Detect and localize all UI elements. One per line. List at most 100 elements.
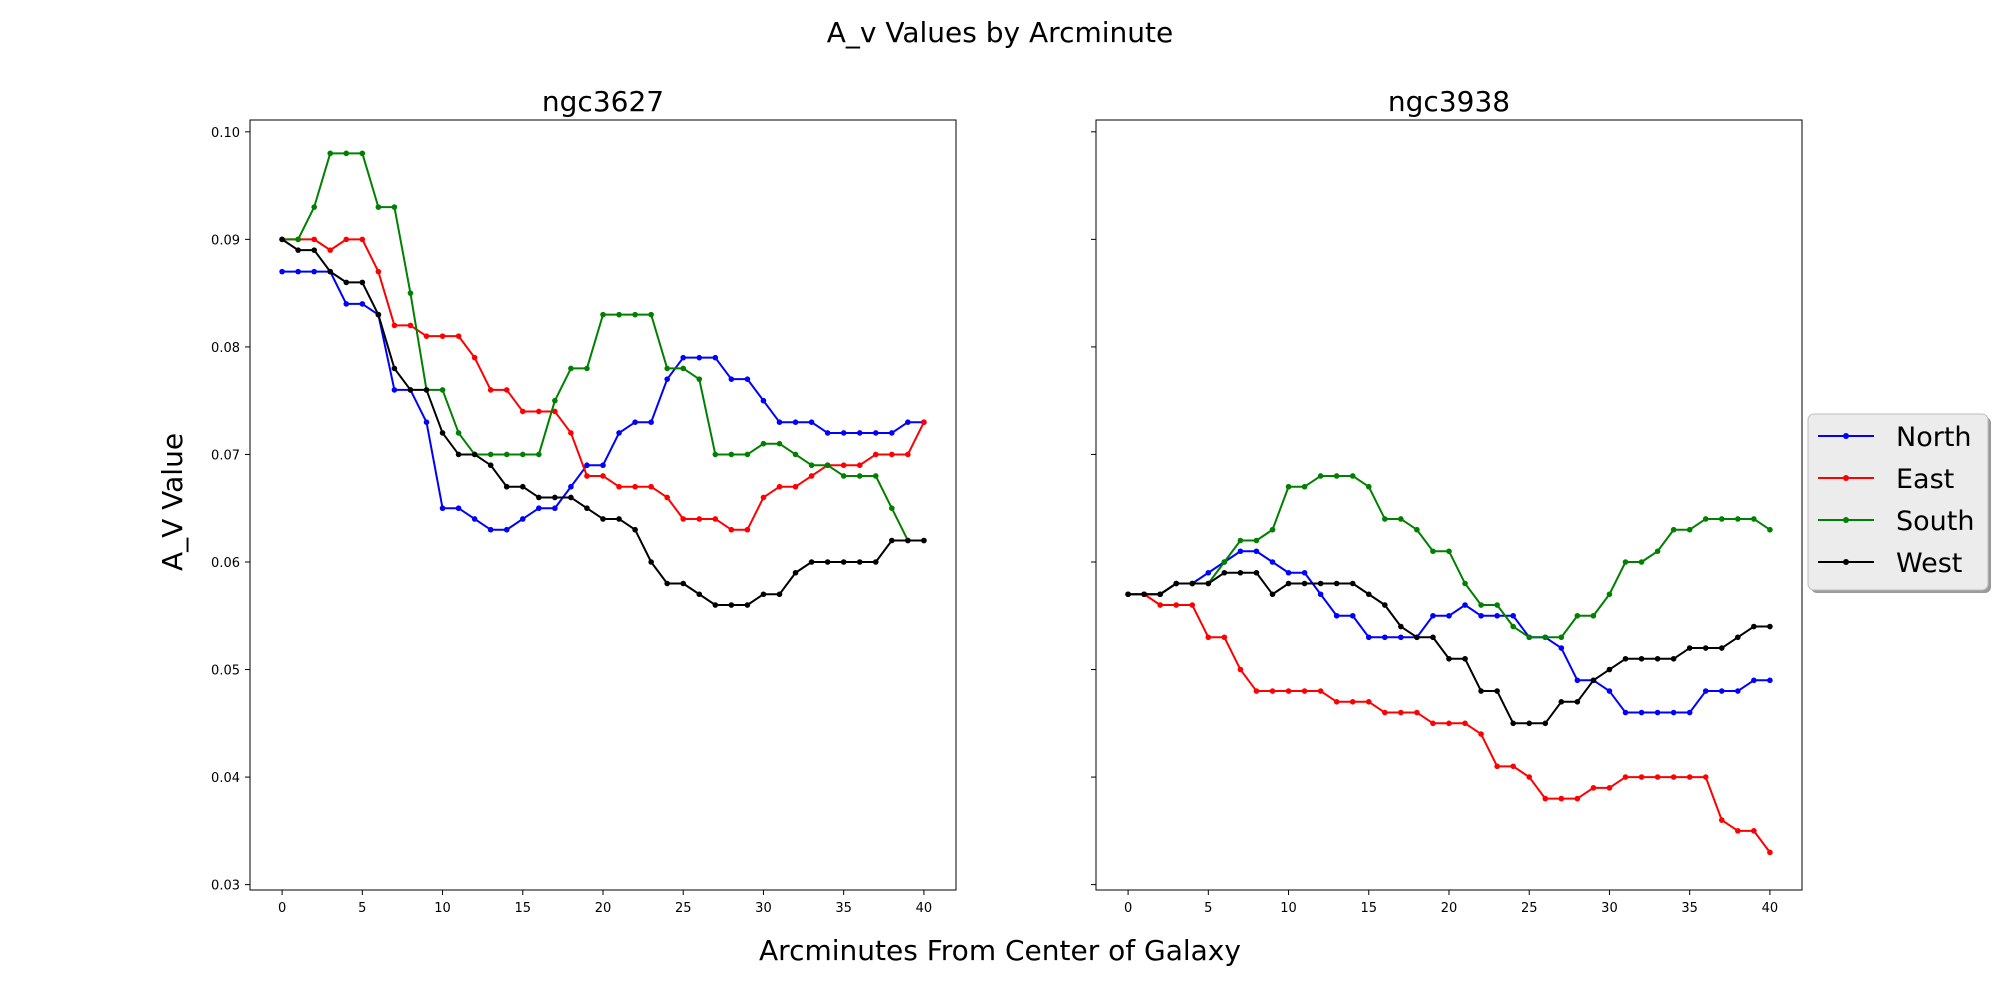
data-point-south (584, 365, 590, 372)
subplot-ngc3627: ngc3627 0 5 10 15 20 25 30 35 40 0.03 0.04 0.05 0.06 0… (211, 85, 957, 916)
data-point-east (1221, 634, 1228, 641)
data-point-west (921, 537, 927, 544)
data-point-west (519, 483, 526, 490)
data-point-west (856, 559, 863, 565)
data-point-west (1382, 602, 1388, 608)
series-line-west (281, 238, 924, 607)
data-point-north (1751, 677, 1757, 684)
data-point-west (824, 559, 831, 565)
data-point-west (487, 462, 494, 469)
data-point-west (1478, 688, 1484, 694)
data-point-south (1638, 559, 1645, 565)
legend: North East South West (1807, 413, 1991, 593)
data-point-north (1349, 612, 1356, 619)
data-point-east (343, 236, 350, 243)
data-point-west (1269, 591, 1276, 598)
data-point-west (1285, 580, 1292, 587)
y-tick-label: 0.06 (211, 556, 240, 571)
data-point-east (1590, 785, 1597, 791)
data-point-east (439, 333, 446, 339)
data-point-south (1718, 516, 1725, 522)
x-tick-label: 10 (434, 901, 451, 916)
data-point-north (696, 354, 703, 361)
data-point-west (536, 494, 542, 501)
x-tick-label: 15 (514, 901, 531, 916)
series-line-north (282, 270, 924, 531)
data-point-south (1430, 548, 1436, 555)
x-tick-label: 0 (278, 901, 286, 916)
legend-marker (1843, 517, 1849, 523)
data-point-east (552, 408, 558, 415)
x-tick-label: 20 (1441, 901, 1458, 916)
data-point-east (1301, 688, 1308, 694)
data-point-east (1189, 602, 1196, 608)
data-point-south (616, 311, 622, 318)
data-point-east (1446, 720, 1452, 727)
data-point-south (455, 430, 462, 436)
data-point-south (1301, 483, 1308, 490)
data-point-west (1253, 569, 1260, 576)
data-point-west (1349, 580, 1356, 587)
data-point-west (905, 537, 911, 544)
y-tick-label: 0.05 (211, 664, 240, 679)
data-point-east (1670, 774, 1677, 780)
data-point-east (616, 483, 622, 490)
x-tick-label: 5 (1204, 901, 1212, 916)
data-point-north (1365, 634, 1372, 641)
data-point-east (1157, 602, 1163, 608)
data-point-north (1301, 569, 1308, 576)
data-point-south (1285, 483, 1292, 490)
data-point-east (680, 516, 687, 522)
data-point-west (1333, 580, 1340, 587)
x-tick-label: 30 (1601, 901, 1618, 916)
data-point-west (1446, 655, 1452, 662)
data-point-south (536, 451, 542, 458)
data-point-north (648, 419, 654, 425)
data-point-north (295, 268, 301, 275)
y-tick-label: 0.04 (211, 771, 240, 786)
data-point-north (792, 419, 799, 425)
data-point-north (889, 430, 895, 436)
x-tick-label: 35 (835, 901, 852, 916)
data-point-east (664, 494, 670, 501)
data-point-east (1349, 699, 1356, 705)
data-point-west (600, 516, 606, 522)
data-point-west (632, 526, 638, 533)
data-point-south (375, 204, 382, 210)
data-point-south (359, 150, 366, 157)
data-point-north (1205, 569, 1212, 576)
data-point-north (343, 301, 350, 307)
data-point-south (1542, 634, 1549, 641)
subplot-ngc3938: ngc3938 0 5 10 15 20 25 30 35 40 (1091, 85, 1803, 916)
data-point-east (423, 333, 430, 339)
data-point-east (776, 483, 783, 490)
data-point-south (343, 150, 350, 157)
data-point-north (1446, 612, 1452, 619)
data-point-west (552, 494, 558, 501)
data-point-west (1718, 645, 1725, 651)
data-point-south (1751, 516, 1757, 522)
data-point-south (1654, 548, 1661, 555)
data-point-north (1333, 612, 1340, 619)
data-point-south (1365, 483, 1372, 490)
data-point-south (1574, 612, 1581, 619)
data-point-west (1606, 666, 1613, 673)
data-point-east (1414, 709, 1420, 716)
data-point-west (792, 569, 799, 576)
data-point-east (1478, 731, 1484, 737)
y-tick-label: 0.07 (211, 448, 240, 463)
data-point-south (1494, 602, 1500, 608)
data-point-west (680, 580, 687, 587)
data-point-west (1173, 580, 1180, 587)
data-point-east (1269, 688, 1276, 694)
data-point-east (1751, 828, 1757, 834)
plot-frame (249, 119, 957, 891)
data-point-south (568, 365, 574, 372)
data-point-north (1430, 612, 1436, 619)
data-point-west (872, 559, 879, 565)
data-point-east (1735, 828, 1741, 834)
data-point-east (359, 236, 366, 243)
legend-marker (1843, 559, 1849, 565)
data-point-south (1221, 559, 1228, 565)
